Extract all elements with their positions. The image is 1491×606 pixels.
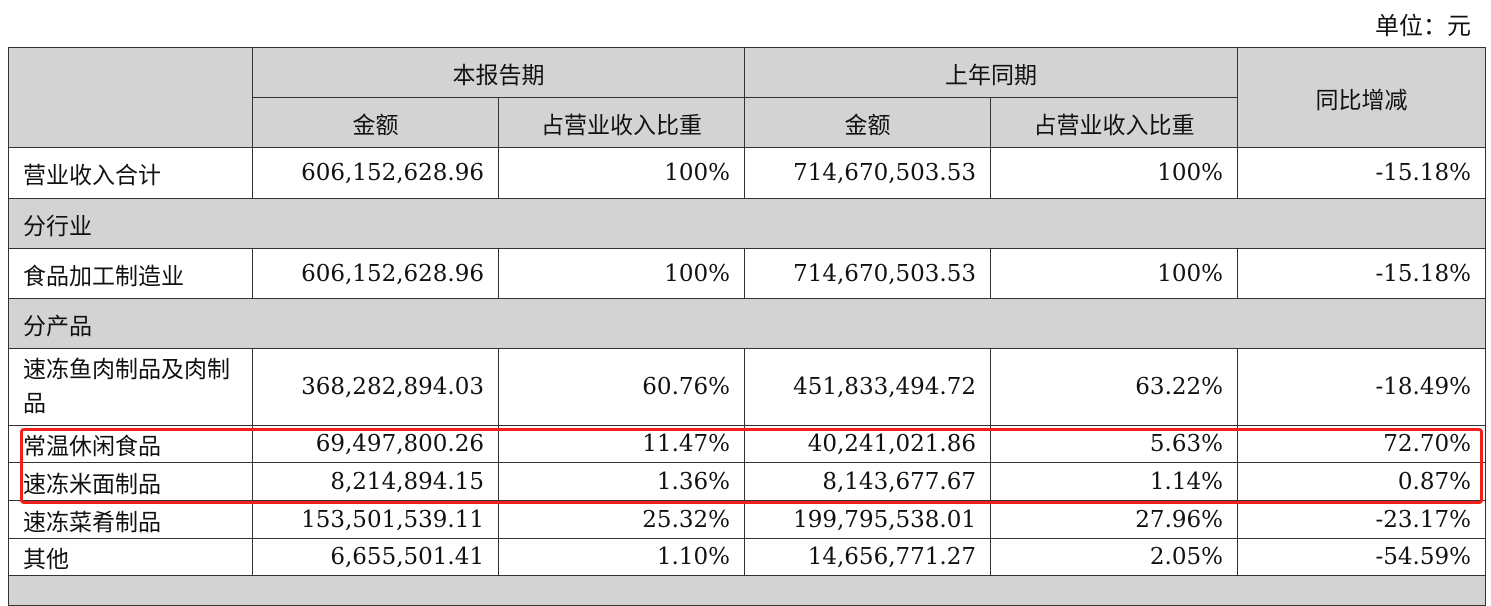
cur-amount: 606,152,628.96 (252, 147, 499, 199)
prev-amount: 714,670,503.53 (744, 248, 991, 299)
unit-label: 单位：元 (1375, 12, 1471, 40)
cur-share: 100% (498, 248, 745, 299)
yoy: -15.18% (1237, 248, 1486, 299)
yoy: 72.70% (1237, 425, 1486, 463)
row-label: 食品加工制造业 (8, 248, 253, 299)
cur-amount: 368,282,894.03 (252, 348, 499, 426)
cur-amount: 8,214,894.15 (252, 462, 499, 501)
cur-share: 60.76% (498, 348, 745, 426)
row-label: 其他 (8, 538, 253, 576)
table-row: 速冻米面制品 8,214,894.15 1.36% 8,143,677.67 1… (8, 462, 1486, 501)
prev-share: 2.05% (990, 538, 1238, 576)
header-amount: 金额 (744, 97, 991, 148)
prev-amount: 451,833,494.72 (744, 348, 991, 426)
cur-share: 25.32% (498, 500, 745, 539)
header-share: 占营业收入比重 (498, 97, 745, 148)
header-prior-period: 上年同期 (744, 47, 1238, 98)
revenue-table: 本报告期 上年同期 同比增减 金额 占营业收入比重 金额 占营业收入比重 营业收… (8, 47, 1486, 606)
section-product: 分产品 (8, 298, 1486, 349)
row-label: 速冻菜肴制品 (8, 500, 253, 539)
table-row: 速冻菜肴制品 153,501,539.11 25.32% 199,795,538… (8, 500, 1486, 539)
cur-amount: 69,497,800.26 (252, 425, 499, 463)
cur-share: 1.10% (498, 538, 745, 576)
header-current-period: 本报告期 (252, 47, 745, 98)
cur-share: 100% (498, 147, 745, 199)
table-row: 速冻鱼肉制品及肉制品 368,282,894.03 60.76% 451,833… (8, 348, 1486, 426)
next-section-row (8, 575, 1486, 606)
table-row: 常温休闲食品 69,497,800.26 11.47% 40,241,021.8… (8, 425, 1486, 463)
cur-amount: 153,501,539.11 (252, 500, 499, 539)
row-label: 速冻米面制品 (8, 462, 253, 501)
row-label: 营业收入合计 (8, 147, 253, 199)
header-share: 占营业收入比重 (990, 97, 1238, 148)
row-label: 速冻鱼肉制品及肉制品 (8, 348, 253, 426)
prev-amount: 14,656,771.27 (744, 538, 991, 576)
header-amount: 金额 (252, 97, 499, 148)
prev-amount: 714,670,503.53 (744, 147, 991, 199)
yoy: 0.87% (1237, 462, 1486, 501)
yoy: -18.49% (1237, 348, 1486, 426)
prev-share: 100% (990, 248, 1238, 299)
cur-share: 1.36% (498, 462, 745, 501)
row-label: 常温休闲食品 (8, 425, 253, 463)
prev-share: 1.14% (990, 462, 1238, 501)
yoy: -54.59% (1237, 538, 1486, 576)
prev-amount: 8,143,677.67 (744, 462, 991, 501)
prev-share: 100% (990, 147, 1238, 199)
cur-amount: 6,655,501.41 (252, 538, 499, 576)
header-yoy: 同比增减 (1237, 47, 1486, 148)
prev-share: 63.22% (990, 348, 1238, 426)
yoy: -23.17% (1237, 500, 1486, 539)
table-row: 其他 6,655,501.41 1.10% 14,656,771.27 2.05… (8, 538, 1486, 576)
table-row-total: 营业收入合计 606,152,628.96 100% 714,670,503.5… (8, 147, 1486, 199)
cur-share: 11.47% (498, 425, 745, 463)
section-industry: 分行业 (8, 198, 1486, 249)
prev-share: 5.63% (990, 425, 1238, 463)
header-corner (8, 47, 253, 148)
cur-amount: 606,152,628.96 (252, 248, 499, 299)
prev-amount: 199,795,538.01 (744, 500, 991, 539)
table-row: 食品加工制造业 606,152,628.96 100% 714,670,503.… (8, 248, 1486, 299)
prev-amount: 40,241,021.86 (744, 425, 991, 463)
yoy: -15.18% (1237, 147, 1486, 199)
prev-share: 27.96% (990, 500, 1238, 539)
